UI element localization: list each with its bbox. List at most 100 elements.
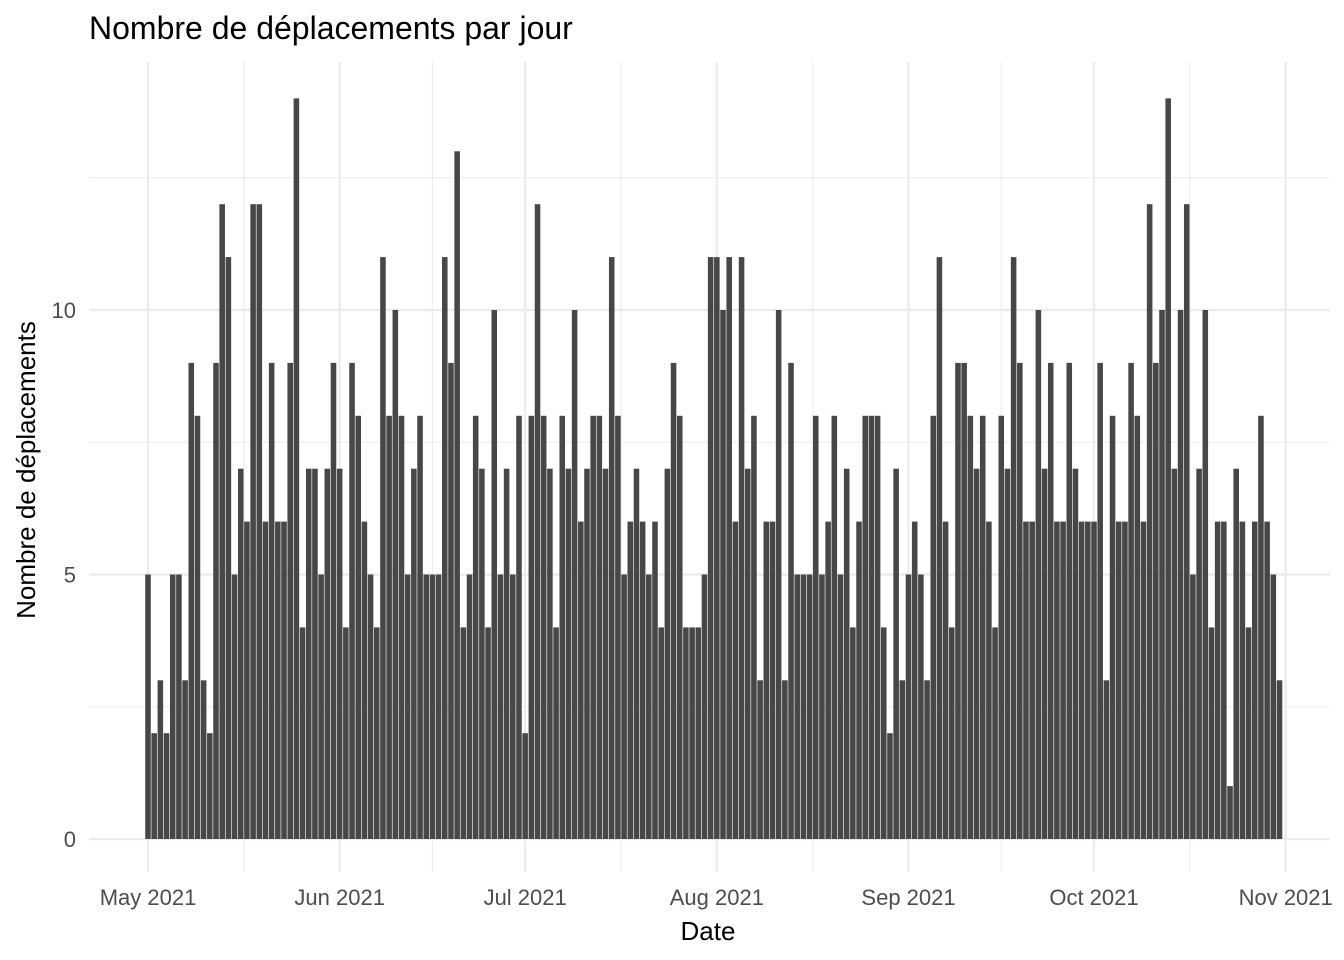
bar (837, 574, 844, 839)
bar (788, 362, 794, 839)
bar (330, 362, 337, 839)
bar (429, 574, 436, 839)
x-axis-title: Date (681, 916, 736, 946)
bar (1097, 362, 1103, 839)
bar (627, 521, 634, 839)
bar (305, 468, 312, 839)
bars (145, 98, 1283, 840)
bar (880, 627, 887, 839)
bar (1140, 521, 1147, 839)
y-tick-label: 0 (64, 827, 76, 852)
bar (355, 415, 361, 839)
bar (1208, 627, 1215, 839)
bar (899, 680, 906, 839)
bar (466, 574, 473, 839)
bar (1245, 627, 1252, 839)
bar (621, 574, 627, 839)
bar (268, 362, 275, 839)
bar (608, 257, 615, 840)
bar (1072, 468, 1079, 839)
bar (343, 627, 349, 839)
bar (250, 204, 256, 839)
bar (1239, 521, 1246, 839)
bar (949, 627, 955, 839)
bar (262, 521, 269, 839)
bar (751, 415, 757, 839)
x-tick-label: Oct 2021 (1049, 885, 1138, 910)
bar (404, 574, 411, 839)
bar (738, 257, 745, 840)
bar (1270, 574, 1277, 839)
bar (1085, 521, 1091, 839)
bar (1171, 468, 1178, 839)
bar (1177, 310, 1184, 839)
bar (1134, 415, 1141, 839)
bar (794, 574, 800, 839)
bar (1115, 521, 1122, 839)
bar (287, 362, 293, 839)
bar (664, 468, 671, 839)
bar (800, 574, 807, 839)
bar (367, 574, 374, 839)
bar (1004, 468, 1011, 839)
bar (744, 468, 751, 839)
bar (559, 415, 566, 839)
bar (1041, 468, 1048, 839)
x-tick-label: Jul 2021 (484, 885, 567, 910)
bar (695, 627, 702, 839)
bar (472, 415, 479, 839)
bar (930, 415, 937, 839)
bar (911, 521, 918, 839)
bar (435, 574, 442, 839)
bar (324, 468, 331, 839)
bar (182, 680, 188, 839)
bar (843, 468, 850, 839)
bar (683, 627, 689, 839)
bar (763, 521, 770, 839)
bar (349, 362, 355, 839)
bar (961, 362, 967, 839)
bar (1122, 521, 1128, 839)
bar (918, 574, 924, 839)
bar (782, 680, 788, 839)
bar (1109, 415, 1116, 839)
bar (689, 627, 695, 839)
bar (169, 574, 176, 839)
bar (998, 415, 1005, 839)
bar (590, 415, 596, 839)
bar (775, 310, 782, 839)
bar (1196, 468, 1202, 839)
bar (1264, 521, 1270, 839)
bar (633, 468, 640, 839)
bar (812, 415, 819, 839)
bar (819, 574, 825, 839)
bar (380, 257, 386, 840)
bar (1221, 521, 1227, 839)
bar (720, 310, 726, 839)
bar (497, 574, 504, 839)
bar (602, 468, 609, 839)
bar (1190, 574, 1196, 839)
bar (200, 680, 207, 839)
bar (275, 521, 281, 839)
bar (1054, 521, 1060, 839)
bar (707, 257, 714, 840)
bar (361, 521, 368, 839)
bar (714, 257, 720, 840)
bar (571, 310, 578, 839)
bar (373, 627, 380, 839)
bar (1047, 362, 1054, 839)
bar (1023, 521, 1029, 839)
bar (701, 574, 708, 839)
bar (442, 257, 448, 840)
bar (256, 204, 263, 839)
bar (565, 468, 572, 839)
bar (398, 415, 405, 839)
bar (188, 362, 195, 839)
bar (293, 98, 300, 839)
bar (244, 521, 250, 839)
bar (553, 627, 559, 839)
bar (423, 574, 430, 839)
bar (176, 574, 182, 839)
